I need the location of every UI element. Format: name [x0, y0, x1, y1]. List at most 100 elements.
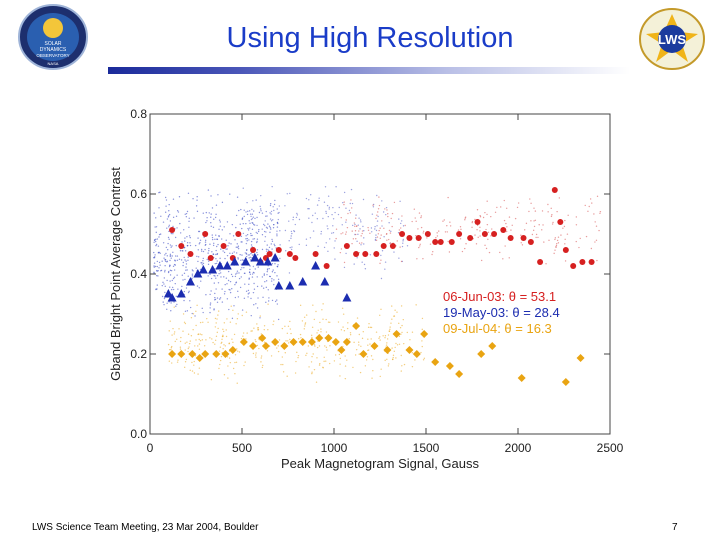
background-dot — [242, 222, 244, 225]
background-dot — [223, 276, 225, 278]
background-dot — [250, 240, 253, 243]
data-point-triangle — [342, 293, 352, 302]
background-dot — [550, 215, 553, 218]
background-dot — [358, 333, 360, 336]
background-dot — [246, 240, 248, 242]
background-dot — [375, 217, 377, 220]
background-dot — [232, 235, 235, 237]
background-dot — [249, 259, 252, 261]
background-dot — [181, 241, 183, 243]
background-dot — [312, 353, 314, 355]
background-dot — [209, 304, 212, 306]
data-point-circle — [415, 235, 422, 241]
background-dot — [313, 368, 316, 371]
background-dot — [222, 330, 225, 333]
background-dot — [393, 201, 396, 204]
background-dot — [191, 370, 194, 372]
background-dot — [183, 246, 186, 249]
background-dot — [541, 229, 543, 231]
background-dot — [220, 276, 222, 278]
background-dot — [202, 250, 205, 253]
background-dot — [194, 345, 196, 347]
background-dot — [228, 288, 230, 291]
background-dot — [268, 246, 271, 249]
background-dot — [415, 304, 417, 306]
background-dot — [316, 357, 318, 359]
background-dot — [502, 258, 504, 260]
background-dot — [273, 283, 275, 286]
data-point-diamond — [307, 338, 316, 346]
background-dot — [221, 338, 223, 341]
background-dot — [214, 216, 217, 219]
background-dot — [209, 311, 211, 314]
background-dot — [291, 246, 293, 248]
background-dot — [166, 261, 168, 263]
background-dot — [359, 371, 362, 374]
background-dot — [237, 247, 240, 250]
background-dot — [185, 212, 188, 215]
background-dot — [173, 276, 176, 279]
background-dot — [253, 272, 255, 274]
background-dot — [257, 266, 259, 268]
background-dot — [176, 338, 178, 341]
background-dot — [223, 322, 226, 324]
background-dot — [399, 246, 401, 248]
background-dot — [171, 362, 173, 364]
background-dot — [375, 234, 377, 236]
background-dot — [273, 223, 275, 226]
background-dot — [252, 352, 255, 355]
background-dot — [384, 208, 386, 210]
background-dot — [448, 251, 451, 253]
background-dot — [251, 208, 253, 211]
background-dot — [201, 334, 203, 336]
background-dot — [555, 246, 557, 248]
background-dot — [205, 211, 208, 214]
background-dot — [380, 254, 382, 257]
background-dot — [292, 216, 295, 219]
background-dot — [324, 345, 326, 347]
background-dot — [443, 219, 445, 221]
background-dot — [184, 213, 186, 215]
background-dot — [192, 329, 194, 331]
background-dot — [352, 366, 354, 369]
background-dot — [411, 331, 414, 333]
background-dot — [238, 272, 240, 274]
background-dot — [284, 205, 286, 207]
background-dot — [311, 372, 313, 375]
background-dot — [528, 210, 530, 213]
background-dot — [252, 265, 255, 268]
background-dot — [367, 338, 369, 340]
background-dot — [402, 242, 404, 244]
background-dot — [223, 293, 226, 295]
data-point-diamond — [324, 334, 333, 342]
background-dot — [446, 231, 448, 233]
background-dot — [210, 195, 212, 197]
background-dot — [340, 216, 342, 219]
background-dot — [221, 288, 223, 290]
background-dot — [230, 243, 232, 245]
background-dot — [379, 336, 381, 338]
background-dot — [245, 235, 247, 237]
background-dot — [377, 211, 379, 213]
background-dot — [198, 338, 200, 341]
background-dot — [187, 192, 190, 194]
background-dot — [402, 240, 404, 242]
data-point-diamond — [352, 322, 361, 330]
background-dot — [205, 243, 207, 246]
background-dot — [353, 341, 355, 344]
background-dot — [176, 303, 178, 306]
background-dot — [228, 357, 231, 359]
background-dot — [327, 321, 330, 323]
data-point-circle — [474, 219, 481, 225]
background-dot — [196, 285, 199, 287]
background-dot — [392, 356, 394, 359]
background-dot — [215, 249, 217, 252]
data-point-diamond — [488, 342, 497, 350]
background-dot — [180, 336, 182, 339]
background-dot — [480, 259, 483, 262]
background-dot — [235, 323, 237, 325]
background-dot — [420, 351, 422, 354]
background-dot — [245, 311, 248, 313]
background-dot — [479, 216, 482, 218]
background-dot — [172, 277, 175, 280]
